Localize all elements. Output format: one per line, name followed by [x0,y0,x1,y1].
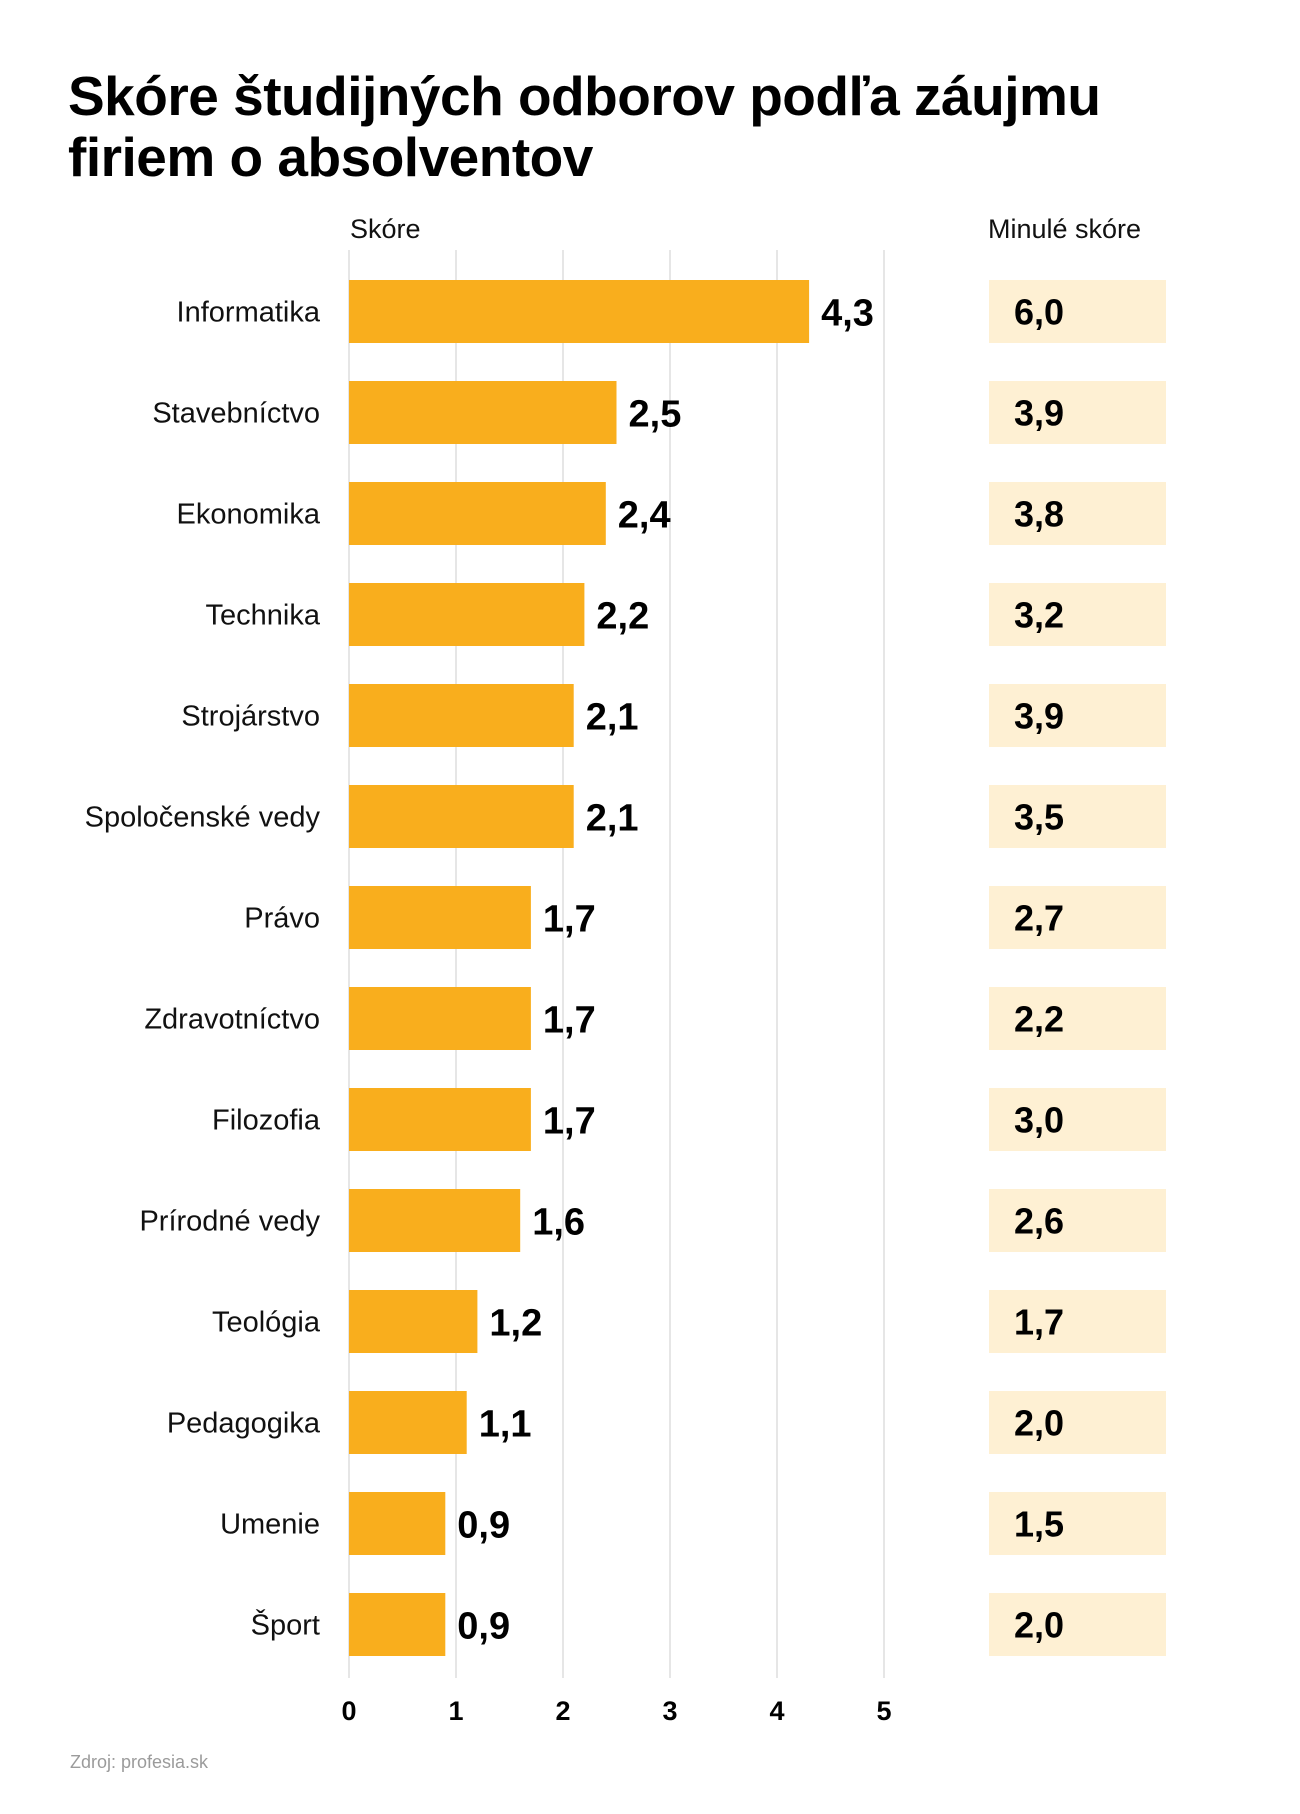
previous-score-box [989,785,1166,848]
bar [349,280,810,343]
x-tick-label: 3 [662,1696,677,1726]
bar-value-label: 1,7 [543,1000,596,1042]
previous-score-column-header: Minulé skóre [988,214,1142,244]
labels: Informatika 4,3 Stavebníctvo 2,5 Ekonomika 2,… [85,293,874,1648]
previous-score-value: 6,0 [1014,292,1064,333]
source-note: Zdroj: profesia.sk [70,1752,209,1772]
bar [349,1290,478,1353]
category-label: Strojárstvo [181,701,320,733]
previous-score-box [989,583,1166,646]
previous-score-value: 2,0 [1014,1605,1064,1646]
x-axis-ticks: 0 1 2 3 4 5 [341,1696,891,1726]
bar-value-label: 1,7 [543,1101,596,1143]
category-label: Umenie [220,1509,320,1541]
previous-score-box [989,1593,1166,1656]
previous-score-box [989,1492,1166,1555]
bar [349,1088,531,1151]
previous-score-box [989,482,1166,545]
bar-value-label: 1,6 [532,1202,585,1244]
category-label: Technika [206,600,321,632]
previous-score-value: 1,5 [1014,1504,1064,1545]
bar-value-label: 4,3 [821,293,874,335]
bar-value-label: 2,5 [629,394,682,436]
category-label: Filozofia [212,1105,321,1137]
bar [349,1391,467,1454]
category-label: Právo [244,903,320,935]
bar [349,684,574,747]
bar [349,381,617,444]
bar-value-label: 2,1 [586,798,639,840]
gridlines [348,250,885,1678]
bar-value-label: 2,4 [618,495,671,537]
bar [349,987,531,1050]
x-tick-label: 0 [341,1696,356,1726]
bar [349,1492,446,1555]
previous-score-value: 3,2 [1014,595,1064,636]
previous-score-box [989,280,1166,343]
previous-score-box [989,987,1166,1050]
x-tick-label: 1 [448,1696,463,1726]
previous-score-value: 2,2 [1014,999,1064,1040]
previous-score-value: 3,9 [1014,696,1064,737]
previous-score-value: 3,0 [1014,1100,1064,1141]
previous-score-value: 1,7 [1014,1302,1064,1343]
category-label: Prírodné vedy [139,1206,320,1238]
x-tick-label: 2 [555,1696,570,1726]
previous-score-value: 2,0 [1014,1403,1064,1444]
bar [349,583,585,646]
category-label: Spoločenské vedy [85,802,321,834]
previous-score-box [989,886,1166,949]
previous-score-box [989,1189,1166,1252]
bar-value-label: 2,1 [586,697,639,739]
bar [349,482,606,545]
category-label: Šport [251,1608,320,1642]
bar-value-label: 1,2 [489,1303,542,1345]
previous-score-box [989,381,1166,444]
previous-score-value: 2,7 [1014,898,1064,939]
bar-value-label: 2,2 [596,596,649,638]
bar [349,1593,446,1656]
category-label: Zdravotníctvo [144,1004,320,1036]
x-tick-label: 5 [876,1696,891,1726]
bar-value-label: 0,9 [457,1606,510,1648]
category-label: Informatika [177,297,321,329]
previous-score-value: 3,9 [1014,393,1064,434]
previous-score-value: 3,8 [1014,494,1064,535]
previous-score-value: 2,6 [1014,1201,1064,1242]
category-label: Teológia [212,1307,321,1339]
bars [349,280,810,1656]
previous-score-box [989,1391,1166,1454]
category-label: Stavebníctvo [152,398,320,430]
bar [349,1189,521,1252]
bar-value-label: 0,9 [457,1505,510,1547]
x-tick-label: 4 [769,1696,784,1726]
previous-score-value: 3,5 [1014,797,1064,838]
previous-score-box [989,1290,1166,1353]
previous-score-column: 6,0 3,9 3,8 3,2 3,9 3,5 2,7 2,2 3,0 2,6 1,7 2,0 1,5 2… [989,280,1166,1656]
bar [349,785,574,848]
previous-score-box [989,684,1166,747]
bar-value-label: 1,7 [543,899,596,941]
bar [349,886,531,949]
category-label: Ekonomika [177,499,321,531]
score-column-header: Skóre [350,214,421,244]
bar-value-label: 1,1 [479,1404,532,1446]
category-label: Pedagogika [167,1408,321,1440]
chart-title: Skóre študijných odborov podľa záujmu fi… [68,65,1101,188]
previous-score-box [989,1088,1166,1151]
